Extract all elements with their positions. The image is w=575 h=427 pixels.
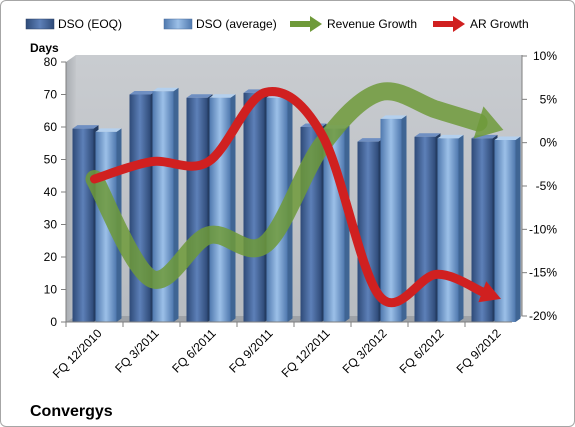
bar-top bbox=[72, 125, 99, 129]
bar-side bbox=[458, 134, 464, 322]
y2-tick-label: -10% bbox=[529, 222, 557, 236]
line-revenue-growth bbox=[85, 82, 488, 289]
y2-tick-label: 5% bbox=[540, 92, 558, 106]
bar-dso-average bbox=[494, 136, 521, 322]
legend-swatch-dso-eoq bbox=[25, 18, 55, 30]
bar-face bbox=[72, 128, 94, 322]
bar-side bbox=[401, 115, 407, 322]
legend-arrow-ar-growth bbox=[433, 16, 465, 32]
bar-top bbox=[152, 87, 179, 92]
legend-item-revenue-growth[interactable]: Revenue Growth bbox=[290, 16, 417, 32]
bar-dso-eoq bbox=[186, 94, 213, 322]
legend-label-ar-growth: AR Growth bbox=[470, 17, 529, 31]
bar-face bbox=[266, 97, 288, 322]
x-tick-label: FQ 3/2012 bbox=[340, 326, 390, 376]
bar-face bbox=[186, 97, 208, 322]
y2-tick-label: 0% bbox=[540, 136, 558, 150]
chart-title: Convergys bbox=[30, 403, 113, 420]
x-tick-label: FQ 6/2011 bbox=[169, 326, 219, 376]
lines-layer bbox=[85, 82, 504, 308]
y2-tick-label: 10% bbox=[533, 49, 557, 63]
series-revenue-growth bbox=[85, 82, 504, 289]
line-ar-growth bbox=[90, 87, 487, 308]
bar-face bbox=[471, 138, 493, 322]
plot-floor bbox=[66, 316, 522, 322]
bar-side bbox=[515, 136, 521, 322]
y2-tick-label: -15% bbox=[529, 266, 557, 280]
bar-side bbox=[230, 94, 236, 322]
arrowhead-revenue-growth bbox=[473, 106, 504, 139]
bar-side bbox=[173, 87, 179, 322]
y-tick-label: 10 bbox=[44, 283, 58, 297]
bar-top bbox=[357, 138, 384, 142]
y-tick-label: 30 bbox=[44, 218, 58, 232]
bar-dso-average bbox=[380, 115, 407, 322]
bar-face bbox=[129, 94, 151, 322]
x-tick-label: FQ 9/2012 bbox=[454, 326, 504, 376]
bar-top bbox=[494, 136, 521, 140]
bar-top bbox=[129, 91, 156, 95]
y-tick-label: 0 bbox=[50, 315, 57, 329]
y-tick-label: 20 bbox=[44, 250, 58, 264]
legend-label-dso-average: DSO (average) bbox=[196, 17, 277, 31]
legend: DSO (EOQ) DSO (average) Revenue Growth A… bbox=[25, 16, 529, 32]
y2-tick-label: -5% bbox=[536, 179, 558, 193]
bar-face bbox=[437, 138, 459, 322]
legend-item-dso-eoq[interactable]: DSO (EOQ) bbox=[25, 17, 122, 31]
x-tick-label: FQ 9/2011 bbox=[226, 326, 276, 376]
y-tick-label: 50 bbox=[44, 153, 58, 167]
y-tick-label: 80 bbox=[44, 55, 58, 69]
legend-label-revenue-growth: Revenue Growth bbox=[327, 17, 417, 31]
legend-item-ar-growth[interactable]: AR Growth bbox=[433, 16, 529, 32]
y-axis-title: Days bbox=[30, 41, 59, 55]
legend-swatch-dso-average bbox=[163, 18, 193, 30]
bar-dso-average bbox=[437, 134, 464, 322]
bar-dso-eoq bbox=[414, 133, 441, 322]
bar-side bbox=[344, 125, 350, 322]
legend-label-dso-eoq: DSO (EOQ) bbox=[58, 17, 122, 31]
x-tick-label: FQ 12/2010 bbox=[50, 326, 105, 381]
bar-dso-eoq bbox=[72, 125, 99, 322]
x-tick-label: FQ 3/2011 bbox=[112, 326, 162, 376]
legend-item-dso-average[interactable]: DSO (average) bbox=[163, 17, 277, 31]
bar-top bbox=[414, 133, 441, 137]
bar-top bbox=[95, 128, 122, 132]
y2-tick-label: -20% bbox=[529, 309, 557, 323]
y-tick-label: 70 bbox=[44, 88, 58, 102]
arrowhead-ar-growth bbox=[478, 281, 501, 303]
bar-top bbox=[380, 115, 407, 119]
series-ar-growth bbox=[90, 87, 501, 308]
bar-top bbox=[186, 94, 213, 98]
y-tick-label: 40 bbox=[44, 185, 58, 199]
y-tick-label: 60 bbox=[44, 120, 58, 134]
bar-face bbox=[494, 140, 516, 322]
bar-top bbox=[437, 134, 464, 139]
bar-face bbox=[243, 92, 265, 322]
bar-face bbox=[414, 136, 436, 322]
x-tick-label: FQ 6/2012 bbox=[397, 326, 447, 376]
legend-arrow-revenue-growth bbox=[290, 16, 322, 32]
x-tick-label: FQ 12/2011 bbox=[279, 326, 333, 380]
bar-face bbox=[380, 118, 402, 322]
bar-top bbox=[209, 94, 236, 98]
bar-dso-eoq bbox=[243, 89, 270, 322]
